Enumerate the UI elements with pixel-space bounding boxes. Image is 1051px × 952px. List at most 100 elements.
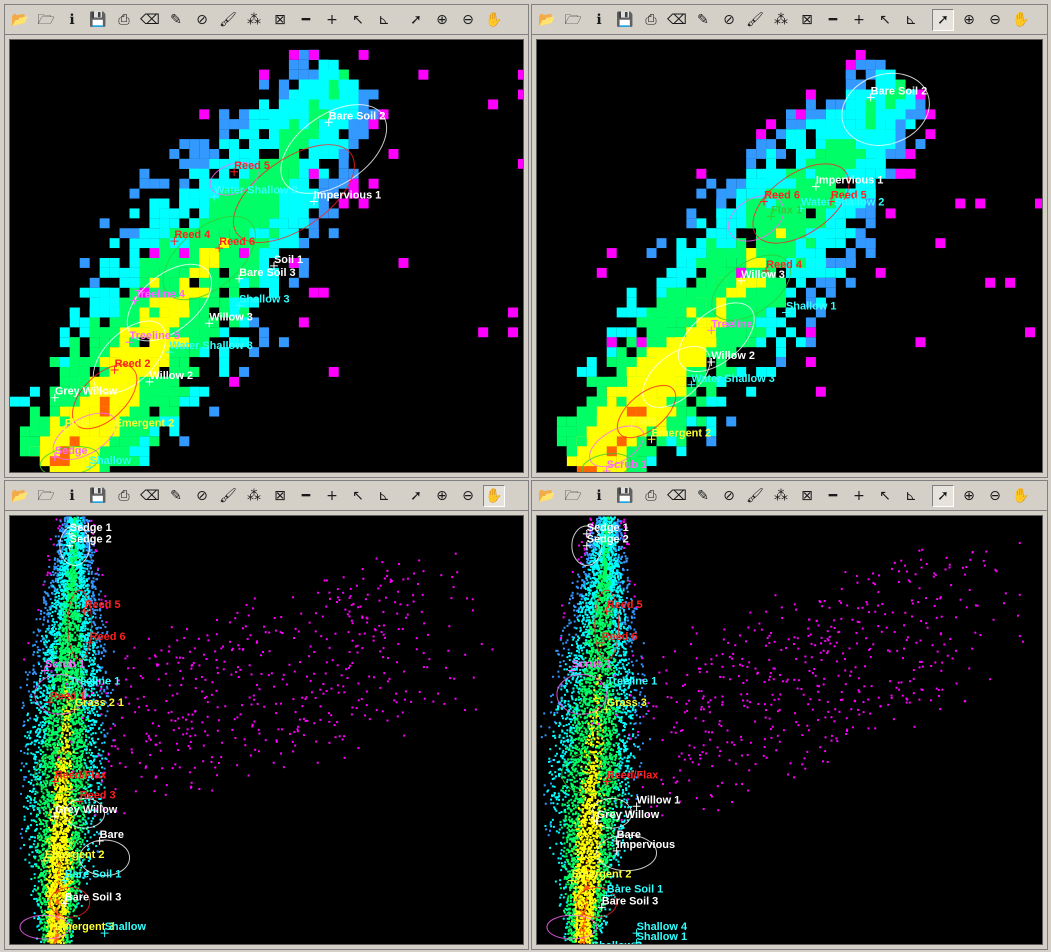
pointer-icon[interactable]: ➚ xyxy=(410,487,422,504)
class-label: Reed 1 xyxy=(50,690,86,702)
crosshair-icon[interactable]: + xyxy=(853,487,865,504)
class-label: Willow 3 xyxy=(209,311,253,323)
pointer-icon[interactable]: ➚ xyxy=(932,8,954,31)
scatter-panel-top-right: 📂 🗁 ℹ 💾 ⎙ ⌫ ✎ ⊘ 🖌 ⁂ ⊠ ━ + ↖ ⊾ ➚ ⊕ ⊖ ✋ Bare Soil 2 Imperviou… xyxy=(531,4,1048,478)
scatter-plot-area[interactable]: Sedge 1 Sedge 2 Reed 5 Reed 6 Scrub 1 Treelin… xyxy=(9,515,524,945)
zoom-out-icon[interactable]: ⊖ xyxy=(989,487,1001,504)
pick-icon[interactable]: ↖ xyxy=(352,487,364,504)
save-icon[interactable]: 💾 xyxy=(616,487,634,504)
print-icon[interactable]: ⎙ xyxy=(645,487,657,504)
class-label: Reed 5 xyxy=(607,599,643,611)
save-icon[interactable]: 💾 xyxy=(89,11,107,28)
zoom-extent-icon[interactable]: ⊠ xyxy=(274,487,286,504)
axes-icon[interactable]: ⊾ xyxy=(378,11,390,28)
crosshair-icon[interactable]: + xyxy=(853,11,865,28)
open-folder-icon[interactable]: 📂 xyxy=(11,11,29,28)
pick-icon[interactable]: ↖ xyxy=(879,487,891,504)
class-label: Bare Soil 3 xyxy=(239,267,296,279)
class-ellipses xyxy=(546,525,658,940)
open-file-icon[interactable]: 🗁 xyxy=(37,11,55,28)
zoom-in-icon[interactable]: ⊕ xyxy=(436,11,448,28)
pan-hand-icon[interactable]: ✋ xyxy=(485,11,503,28)
clear-icon[interactable]: ⊘ xyxy=(723,11,735,28)
draw-icon[interactable]: ✎ xyxy=(697,487,709,504)
line-icon[interactable]: ━ xyxy=(828,487,838,504)
line-icon[interactable]: ━ xyxy=(301,487,311,504)
erase-icon[interactable]: ⌫ xyxy=(667,11,687,28)
pan-hand-icon[interactable]: ✋ xyxy=(483,484,505,507)
zoom-in-icon[interactable]: ⊕ xyxy=(963,11,975,28)
scatter-plot-area[interactable]: Bare Soil 2 Impervious 1 Reed 6 Reed 5 Water… xyxy=(536,39,1043,473)
paint-icon[interactable]: 🖌 xyxy=(219,11,237,28)
print-icon[interactable]: ⎙ xyxy=(118,487,130,504)
class-label: Water Shallow 2 xyxy=(214,185,297,197)
class-label: Bare Soil 1 xyxy=(607,884,664,896)
line-icon[interactable]: ━ xyxy=(301,11,311,28)
class-label: Treeline 1 xyxy=(607,675,657,687)
print-icon[interactable]: ⎙ xyxy=(645,11,657,28)
class-ellipses xyxy=(19,525,131,940)
open-folder-icon[interactable]: 📂 xyxy=(11,487,29,504)
scatter-plot-area[interactable]: Sedge 1 Sedge 2 Reed 5 Reed 6 Scrub 1 Treelin… xyxy=(536,515,1043,945)
open-file-icon[interactable]: 🗁 xyxy=(564,11,582,28)
shrink-icon[interactable]: ⁂ xyxy=(774,11,788,28)
pan-hand-icon[interactable]: ✋ xyxy=(1012,11,1030,28)
class-label: Reed 6 xyxy=(90,631,126,643)
draw-icon[interactable]: ✎ xyxy=(170,487,182,504)
zoom-out-icon[interactable]: ⊖ xyxy=(462,487,474,504)
shrink-icon[interactable]: ⁂ xyxy=(774,487,788,504)
class-label: Shallow 3 xyxy=(592,940,642,944)
zoom-extent-icon[interactable]: ⊠ xyxy=(801,487,813,504)
axes-icon[interactable]: ⊾ xyxy=(378,487,390,504)
save-icon[interactable]: 💾 xyxy=(616,11,634,28)
pointer-icon[interactable]: ➚ xyxy=(410,11,422,28)
class-label: Treeline 1 xyxy=(70,675,120,687)
zoom-in-icon[interactable]: ⊕ xyxy=(963,487,975,504)
pan-hand-icon[interactable]: ✋ xyxy=(1012,487,1030,504)
info-icon[interactable]: ℹ xyxy=(69,11,75,28)
clear-icon[interactable]: ⊘ xyxy=(196,487,208,504)
class-label: Reed 2 xyxy=(115,358,151,370)
pick-icon[interactable]: ↖ xyxy=(352,11,364,28)
zoom-extent-icon[interactable]: ⊠ xyxy=(274,11,286,28)
erase-icon[interactable]: ⌫ xyxy=(140,11,160,28)
scatter-plot-area[interactable]: Bare Soil 2 Reed 5 Impervious 1 Water Shall… xyxy=(9,39,524,473)
zoom-extent-icon[interactable]: ⊠ xyxy=(801,11,813,28)
shrink-icon[interactable]: ⁂ xyxy=(247,487,261,504)
crosshair-icon[interactable]: + xyxy=(326,11,338,28)
clear-icon[interactable]: ⊘ xyxy=(196,11,208,28)
paint-icon[interactable]: 🖌 xyxy=(219,487,237,504)
save-icon[interactable]: 💾 xyxy=(89,487,107,504)
paint-icon[interactable]: 🖌 xyxy=(746,487,764,504)
shrink-icon[interactable]: ⁂ xyxy=(247,11,261,28)
pointer-icon[interactable]: ➚ xyxy=(932,484,954,507)
print-icon[interactable]: ⎙ xyxy=(118,11,130,28)
line-icon[interactable]: ━ xyxy=(828,11,838,28)
pick-icon[interactable]: ↖ xyxy=(879,11,891,28)
axes-icon[interactable]: ⊾ xyxy=(905,11,917,28)
class-label: Shallow xyxy=(105,921,147,933)
class-label: Scrub 1 xyxy=(572,659,612,671)
info-icon[interactable]: ℹ xyxy=(596,11,602,28)
open-file-icon[interactable]: 🗁 xyxy=(564,487,582,504)
draw-icon[interactable]: ✎ xyxy=(170,11,182,28)
zoom-in-icon[interactable]: ⊕ xyxy=(436,487,448,504)
info-icon[interactable]: ℹ xyxy=(596,487,602,504)
open-file-icon[interactable]: 🗁 xyxy=(37,487,55,504)
erase-icon[interactable]: ⌫ xyxy=(140,487,160,504)
zoom-out-icon[interactable]: ⊖ xyxy=(989,11,1001,28)
erase-icon[interactable]: ⌫ xyxy=(667,487,687,504)
zoom-out-icon[interactable]: ⊖ xyxy=(462,11,474,28)
info-icon[interactable]: ℹ xyxy=(69,487,75,504)
clear-icon[interactable]: ⊘ xyxy=(723,487,735,504)
class-label: Reed 3 xyxy=(80,789,116,801)
open-folder-icon[interactable]: 📂 xyxy=(538,11,556,28)
axes-icon[interactable]: ⊾ xyxy=(905,487,917,504)
class-label: Flats xyxy=(65,417,91,429)
open-folder-icon[interactable]: 📂 xyxy=(538,487,556,504)
draw-icon[interactable]: ✎ xyxy=(697,11,709,28)
class-label: Shallow 1 xyxy=(637,931,687,943)
crosshair-icon[interactable]: + xyxy=(326,487,338,504)
paint-icon[interactable]: 🖌 xyxy=(746,11,764,28)
class-label: Sedge xyxy=(55,445,88,457)
